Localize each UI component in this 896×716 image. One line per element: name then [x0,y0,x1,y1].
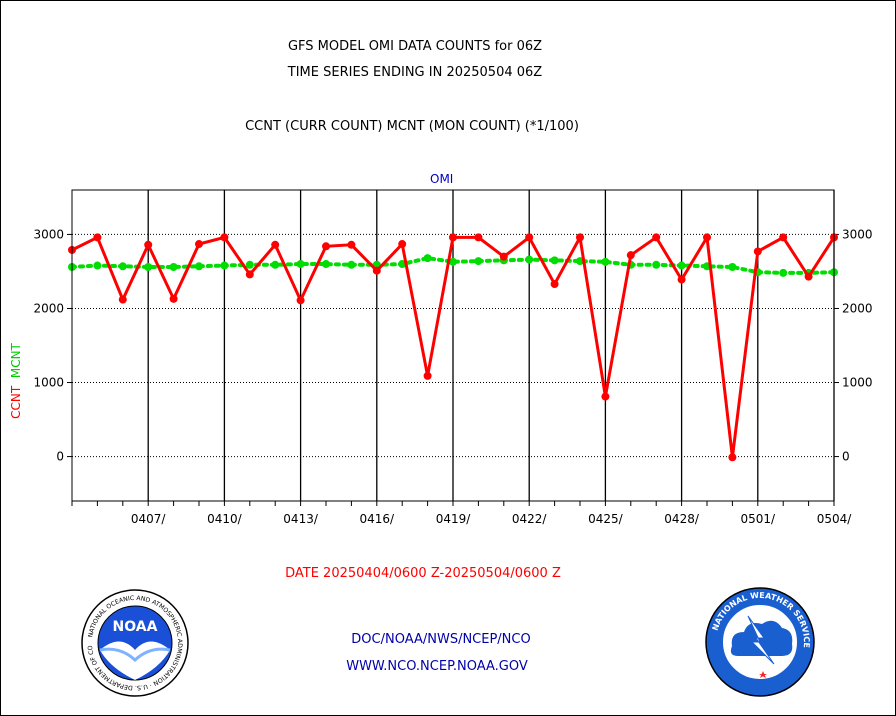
mcnt-point [728,263,737,272]
ccnt-point [398,240,407,249]
ccnt-point [144,240,153,249]
mcnt-point [220,261,229,270]
mcnt-point [169,263,178,272]
ccnt-point [703,233,711,242]
x-tick-label: 0413/ [283,512,319,526]
chart-subtitle: CCNT (CURR COUNT) MCNT (MON COUNT) (*1/1… [245,119,579,134]
tick-layer: 0 0 1000 1000 2000 2000 3000 3000 0407/0410/0413… [33,227,872,526]
x-tick-label: 0504/ [817,512,853,526]
mcnt-point [296,260,305,269]
y-tick-label-right: 0 [842,450,850,464]
x-tick-label: 0416/ [360,512,396,526]
ccnt-point [601,392,610,401]
mcnt-point [322,260,330,269]
ccnt-point [525,233,534,242]
chart-title-line-2: TIME SERIES ENDING IN 20250504 06Z [287,65,543,80]
ccnt-point [626,251,635,260]
panel-label: OMI [430,172,454,186]
x-tick-label: 0425/ [588,512,624,526]
mcnt-point [118,262,127,271]
ccnt-point [652,233,661,242]
y-tick-label-right: 2000 [842,301,873,315]
ccnt-point [804,272,813,281]
ccnt-point [195,240,203,249]
ccnt-point [169,294,178,303]
mcnt-point [449,257,457,266]
ccnt-point [474,233,483,242]
x-tick-label: 0422/ [512,512,548,526]
y-tick-label-left: 0 [56,450,64,464]
y-tick-label-left: 1000 [33,376,64,390]
ccnt-point [779,233,788,242]
mcnt-point [525,255,534,264]
nws-logo: NATIONAL WEATHER SERVICE [705,587,815,697]
x-tick-label: 0501/ [741,512,777,526]
noaa-logo-text: NOAA [113,619,158,635]
ccnt-point [728,453,737,462]
mcnt-point [93,261,102,270]
footer-link-doc-noaa[interactable]: DOC/NOAA/NWS/NCEP/NCO [351,632,531,647]
ccnt-point [296,296,305,305]
ccnt-point [93,233,102,242]
ccnt-point [499,252,508,261]
mcnt-point [779,268,788,277]
mcnt-point [474,257,483,266]
x-tick-label: 0428/ [664,512,700,526]
y-tick-label-left: 3000 [33,227,64,241]
mcnt-point [271,260,280,269]
mcnt-point [195,262,203,271]
x-tick-label: 0407/ [131,512,167,526]
mcnt-point [550,256,559,265]
ccnt-point [677,275,686,284]
ccnt-point [347,240,356,249]
mcnt-point [677,261,686,270]
mcnt-point [347,260,356,269]
ccnt-point [271,240,280,249]
ccnt-point [753,247,762,256]
footer-link-nco-website[interactable]: WWW.NCO.NCEP.NOAA.GOV [346,659,528,674]
ccnt-point [423,371,432,380]
ccnt-point [220,233,229,242]
x-tick-label: 0419/ [436,512,472,526]
ccnt-point [245,270,254,279]
series-layer [68,232,838,462]
y-tick-label-right: 1000 [842,376,873,390]
chart-title-line-1: GFS MODEL OMI DATA COUNTS for 06Z [287,39,543,54]
ccnt-point [372,266,381,275]
mcnt-point [601,257,610,266]
ccnt-point [449,233,457,242]
ccnt-point [550,280,559,289]
mcnt-point [144,263,153,272]
mcnt-point [652,260,661,269]
noaa-logo: NOAA NATIONAL OCEANIC AND ATMOSPHERIC AD… [80,588,189,697]
mcnt-point [423,254,432,263]
ccnt-point [322,242,330,251]
x-axis-label: DATE 20250404/0600 Z-20250504/0600 Z [285,566,561,581]
plot-border [71,189,835,502]
x-tick-label: 0410/ [207,512,243,526]
y-tick-label-left: 2000 [33,301,64,315]
ccnt-point [576,233,584,242]
mcnt-point [245,260,254,269]
ccnt-point [118,295,127,304]
y-tick-label-right: 3000 [842,227,873,241]
